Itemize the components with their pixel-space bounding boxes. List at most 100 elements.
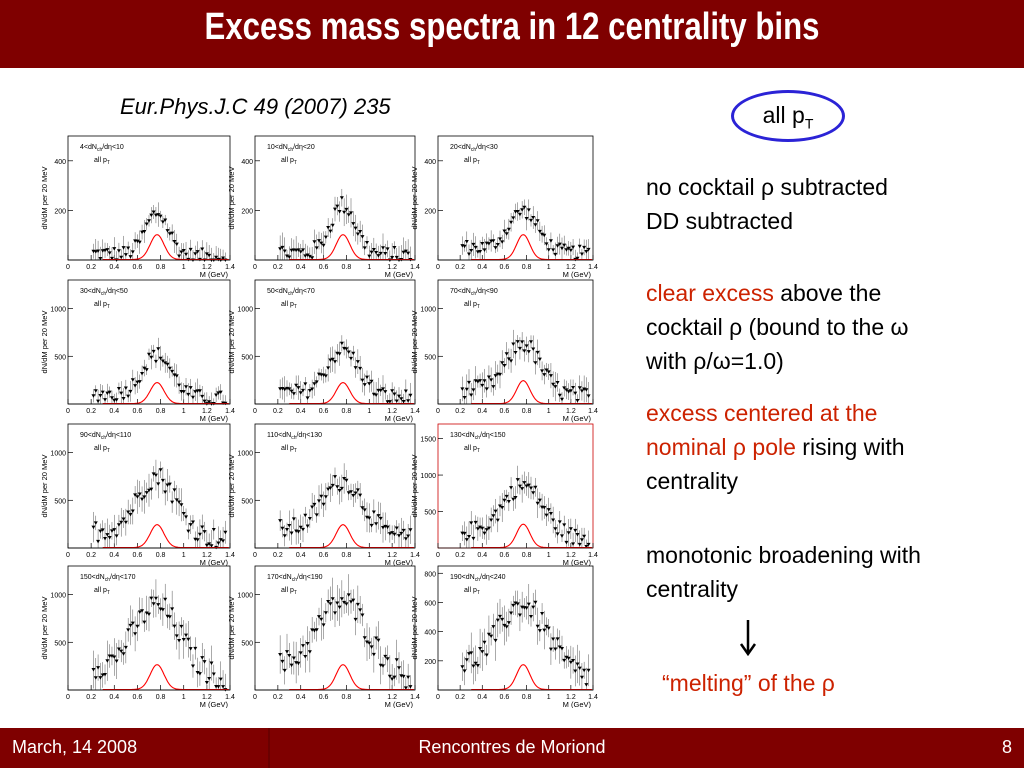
data-point	[163, 597, 168, 602]
data-point	[163, 490, 168, 494]
data-point	[555, 637, 560, 641]
data-point	[280, 245, 285, 250]
data-point	[484, 528, 489, 532]
x-axis-label: M (GeV)	[385, 270, 414, 279]
data-point	[303, 254, 308, 258]
data-point	[314, 380, 319, 384]
data-point	[571, 385, 576, 390]
data-point	[346, 350, 351, 355]
x-tick-label: 0.6	[319, 408, 329, 415]
data-point	[358, 366, 363, 371]
data-point	[358, 229, 363, 234]
data-point	[323, 495, 328, 499]
x-tick-label: 0.4	[109, 264, 119, 271]
bin-label: 50<dNch/dη<70	[267, 288, 315, 297]
data-point	[130, 509, 135, 514]
x-tick-label: 1	[547, 408, 551, 415]
data-point	[383, 654, 388, 659]
data-point	[280, 659, 285, 664]
y-tick-label: 1000	[50, 593, 66, 600]
cocktail-rho-curve	[471, 234, 592, 261]
data-point	[509, 220, 514, 225]
cocktail-rho-curve	[471, 664, 592, 691]
data-point	[346, 593, 351, 597]
data-point	[307, 650, 312, 654]
data-point	[524, 344, 529, 348]
data-point	[586, 668, 591, 673]
data-point	[96, 666, 101, 670]
data-point	[462, 531, 467, 536]
data-point	[142, 495, 147, 499]
panel-frame	[437, 135, 594, 261]
data-point	[179, 624, 184, 629]
data-point	[482, 379, 487, 383]
data-point	[392, 246, 397, 250]
data-point	[278, 652, 283, 657]
data-point	[575, 398, 580, 403]
data-point	[346, 213, 351, 217]
data-point	[321, 502, 326, 507]
x-tick-label: 1.2	[202, 408, 212, 415]
data-point	[319, 241, 324, 246]
data-point	[378, 251, 383, 256]
data-point	[564, 655, 569, 660]
data-point	[371, 510, 376, 515]
y-tick-label: 400	[54, 159, 66, 166]
data-point	[362, 636, 367, 640]
data-point	[112, 655, 117, 660]
bin-label: 130<dNch/dη<150	[450, 432, 506, 441]
data-point	[480, 241, 485, 246]
x-tick-label: 1.4	[588, 408, 598, 415]
data-point	[491, 385, 496, 389]
y-tick-label: 1000	[420, 473, 436, 480]
spectrum-panel-5: dN/dM per 20 MeV 500 1000 0 0.2 0.4 0.6 0.8 1 1.2…	[227, 279, 420, 423]
data-point	[128, 389, 133, 394]
data-point	[462, 669, 467, 673]
excess-centered-rest: rising with centrality	[646, 434, 905, 494]
data-point	[573, 528, 578, 533]
panel-frame	[254, 279, 416, 405]
y-axis-label: dN/dM per 20 MeV	[410, 597, 419, 660]
note-line-1: no cocktail ρ subtracted	[646, 174, 888, 200]
bin-label: 170<dNch/dη<190	[267, 574, 323, 583]
bin-label: 190<dNch/dη<240	[450, 574, 506, 583]
data-point	[502, 623, 507, 628]
data-point	[167, 482, 172, 487]
data-point	[564, 388, 569, 392]
x-tick-label: 1	[547, 264, 551, 271]
data-point	[147, 352, 151, 357]
data-point	[93, 676, 98, 680]
data-point	[557, 520, 562, 524]
data-point	[394, 526, 399, 530]
data-point	[197, 532, 202, 537]
data-point	[506, 357, 511, 361]
data-point	[137, 610, 142, 614]
data-point	[328, 486, 333, 490]
data-point	[397, 534, 401, 538]
data-point	[298, 250, 303, 254]
data-point	[401, 528, 406, 533]
data-point	[105, 391, 110, 396]
excess-centered-highlight: excess centered at the nominal ρ pole	[646, 400, 878, 460]
y-tick-label: 200	[424, 208, 436, 215]
panel-frame	[67, 279, 231, 405]
x-tick-label: 0.2	[273, 694, 283, 701]
data-point	[96, 249, 101, 253]
data-point	[177, 638, 182, 643]
data-point	[163, 218, 168, 223]
data-point	[351, 222, 356, 226]
down-arrow-icon	[739, 620, 757, 656]
data-point	[98, 529, 103, 534]
data-point	[195, 250, 200, 254]
data-point	[403, 686, 408, 690]
data-point	[346, 491, 351, 495]
data-point	[123, 253, 128, 257]
data-point	[335, 204, 340, 209]
x-tick-label: 0.4	[477, 408, 487, 415]
y-axis-label: dN/dM per 20 MeV	[40, 311, 49, 374]
data-point	[467, 535, 471, 539]
x-tick-label: 0.4	[109, 694, 119, 701]
data-point	[289, 531, 294, 535]
data-point	[509, 486, 514, 490]
all-pt-panel-label: all pT	[464, 445, 480, 454]
